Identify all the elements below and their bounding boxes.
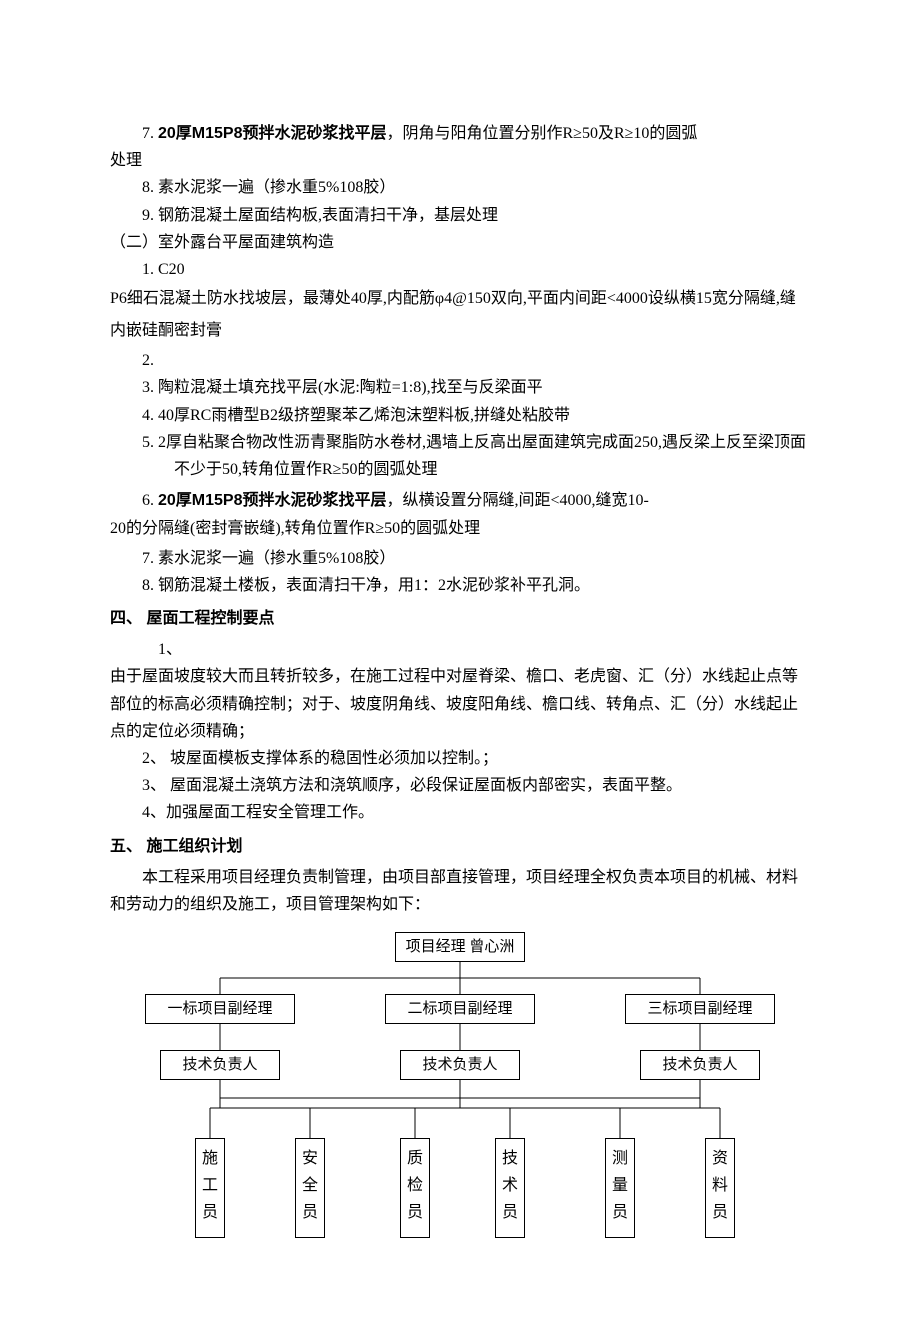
- subsection-2-head: （二）室外露台平屋面建筑构造: [110, 229, 810, 256]
- list-item-8: 8. 素水泥浆一遍（掺水重5%108胶）: [110, 174, 810, 201]
- c-item-2: 2、 坡屋面模板支撑体系的稳固性必须加以控制。；: [110, 745, 810, 772]
- section-5-para: 本工程采用项目经理负责制管理，由项目部直接管理，项目经理全权负责本项目的机械、材…: [110, 864, 810, 918]
- item-bold: 20厚M15P8预拌水泥砂浆找平层: [158, 125, 387, 142]
- s-item-8: 8. 钢筋混凝土楼板，表面清扫干净，用1：2水泥砂浆补平孔洞。: [110, 572, 810, 599]
- org-tech-1: 技术负责人: [160, 1050, 280, 1080]
- s-item-3: 3. 陶粒混凝土填充找平层(水泥:陶粒=1:8),找至与反梁面平: [110, 374, 810, 401]
- org-role-2: 安全员: [295, 1138, 325, 1238]
- s-item-2: 2.: [110, 347, 810, 374]
- s-item-6-cont: 20的分隔缝(密封膏嵌缝),转角位置作R≥50的圆弧处理: [110, 514, 810, 544]
- list-item-7: 7. 20厚M15P8预拌水泥砂浆找平层，阴角与阳角位置分别作R≥50及R≥10…: [110, 120, 810, 147]
- org-dep-2: 二标项目副经理: [385, 994, 535, 1024]
- c-item-4: 4、加强屋面工程安全管理工作。: [110, 799, 810, 826]
- org-chart: 项目经理 曾心洲 一标项目副经理 二标项目副经理 三标项目副经理 技术负责人 技…: [110, 928, 810, 1278]
- list-item-7-cont: 处理: [110, 147, 810, 174]
- s-item-4: 4. 40厚RC雨槽型B2级挤塑聚苯乙烯泡沫塑料板,拼缝处粘胶带: [110, 402, 810, 429]
- item-tail: ，纵横设置分隔缝,间距<4000,缝宽10-: [387, 492, 649, 509]
- s-item-1: 1. C20: [110, 256, 810, 283]
- list-item-9: 9. 钢筋混凝土屋面结构板,表面清扫干净，基层处理: [110, 202, 810, 229]
- org-dep-1: 一标项目副经理: [145, 994, 295, 1024]
- s-item-5: 5. 2厚自粘聚合物改性沥青聚脂防水卷材,遇墙上反高出屋面建筑完成面250,遇反…: [142, 429, 810, 483]
- org-role-5: 测量员: [605, 1138, 635, 1238]
- org-role-1: 施工员: [195, 1138, 225, 1238]
- s-item-7: 7. 素水泥浆一遍（掺水重5%108胶）: [110, 545, 810, 572]
- item-num: 6.: [142, 492, 154, 509]
- org-role-4: 技术员: [495, 1138, 525, 1238]
- section-4-head: 四、 屋面工程控制要点: [110, 599, 810, 636]
- c-item-1-para: 由于屋面坡度较大而且转折较多，在施工过程中对屋脊梁、檐口、老虎窗、汇（分）水线起…: [110, 663, 810, 745]
- c-item-3: 3、 屋面混凝土浇筑方法和浇筑顺序，必段保证屋面板内部密实，表面平整。: [110, 772, 810, 799]
- org-top: 项目经理 曾心洲: [395, 932, 526, 962]
- s-item-1-para: P6细石混凝土防水找坡层，最薄处40厚,内配筋φ4@150双向,平面内间距<40…: [110, 283, 810, 347]
- item-num: 7.: [142, 125, 154, 142]
- org-tech-2: 技术负责人: [400, 1050, 520, 1080]
- section-5-head: 五、 施工组织计划: [110, 827, 810, 864]
- org-tech-3: 技术负责人: [640, 1050, 760, 1080]
- c-item-1-num: 1、: [110, 636, 810, 663]
- item-bold: 20厚M15P8预拌水泥砂浆找平层: [158, 492, 387, 509]
- org-role-6: 资料员: [705, 1138, 735, 1238]
- org-dep-3: 三标项目副经理: [625, 994, 775, 1024]
- org-role-3: 质检员: [400, 1138, 430, 1238]
- item-tail: ，阴角与阳角位置分别作R≥50及R≥10的圆弧: [387, 125, 698, 142]
- s-item-6: 6. 20厚M15P8预拌水泥砂浆找平层，纵横设置分隔缝,间距<4000,缝宽1…: [110, 483, 810, 514]
